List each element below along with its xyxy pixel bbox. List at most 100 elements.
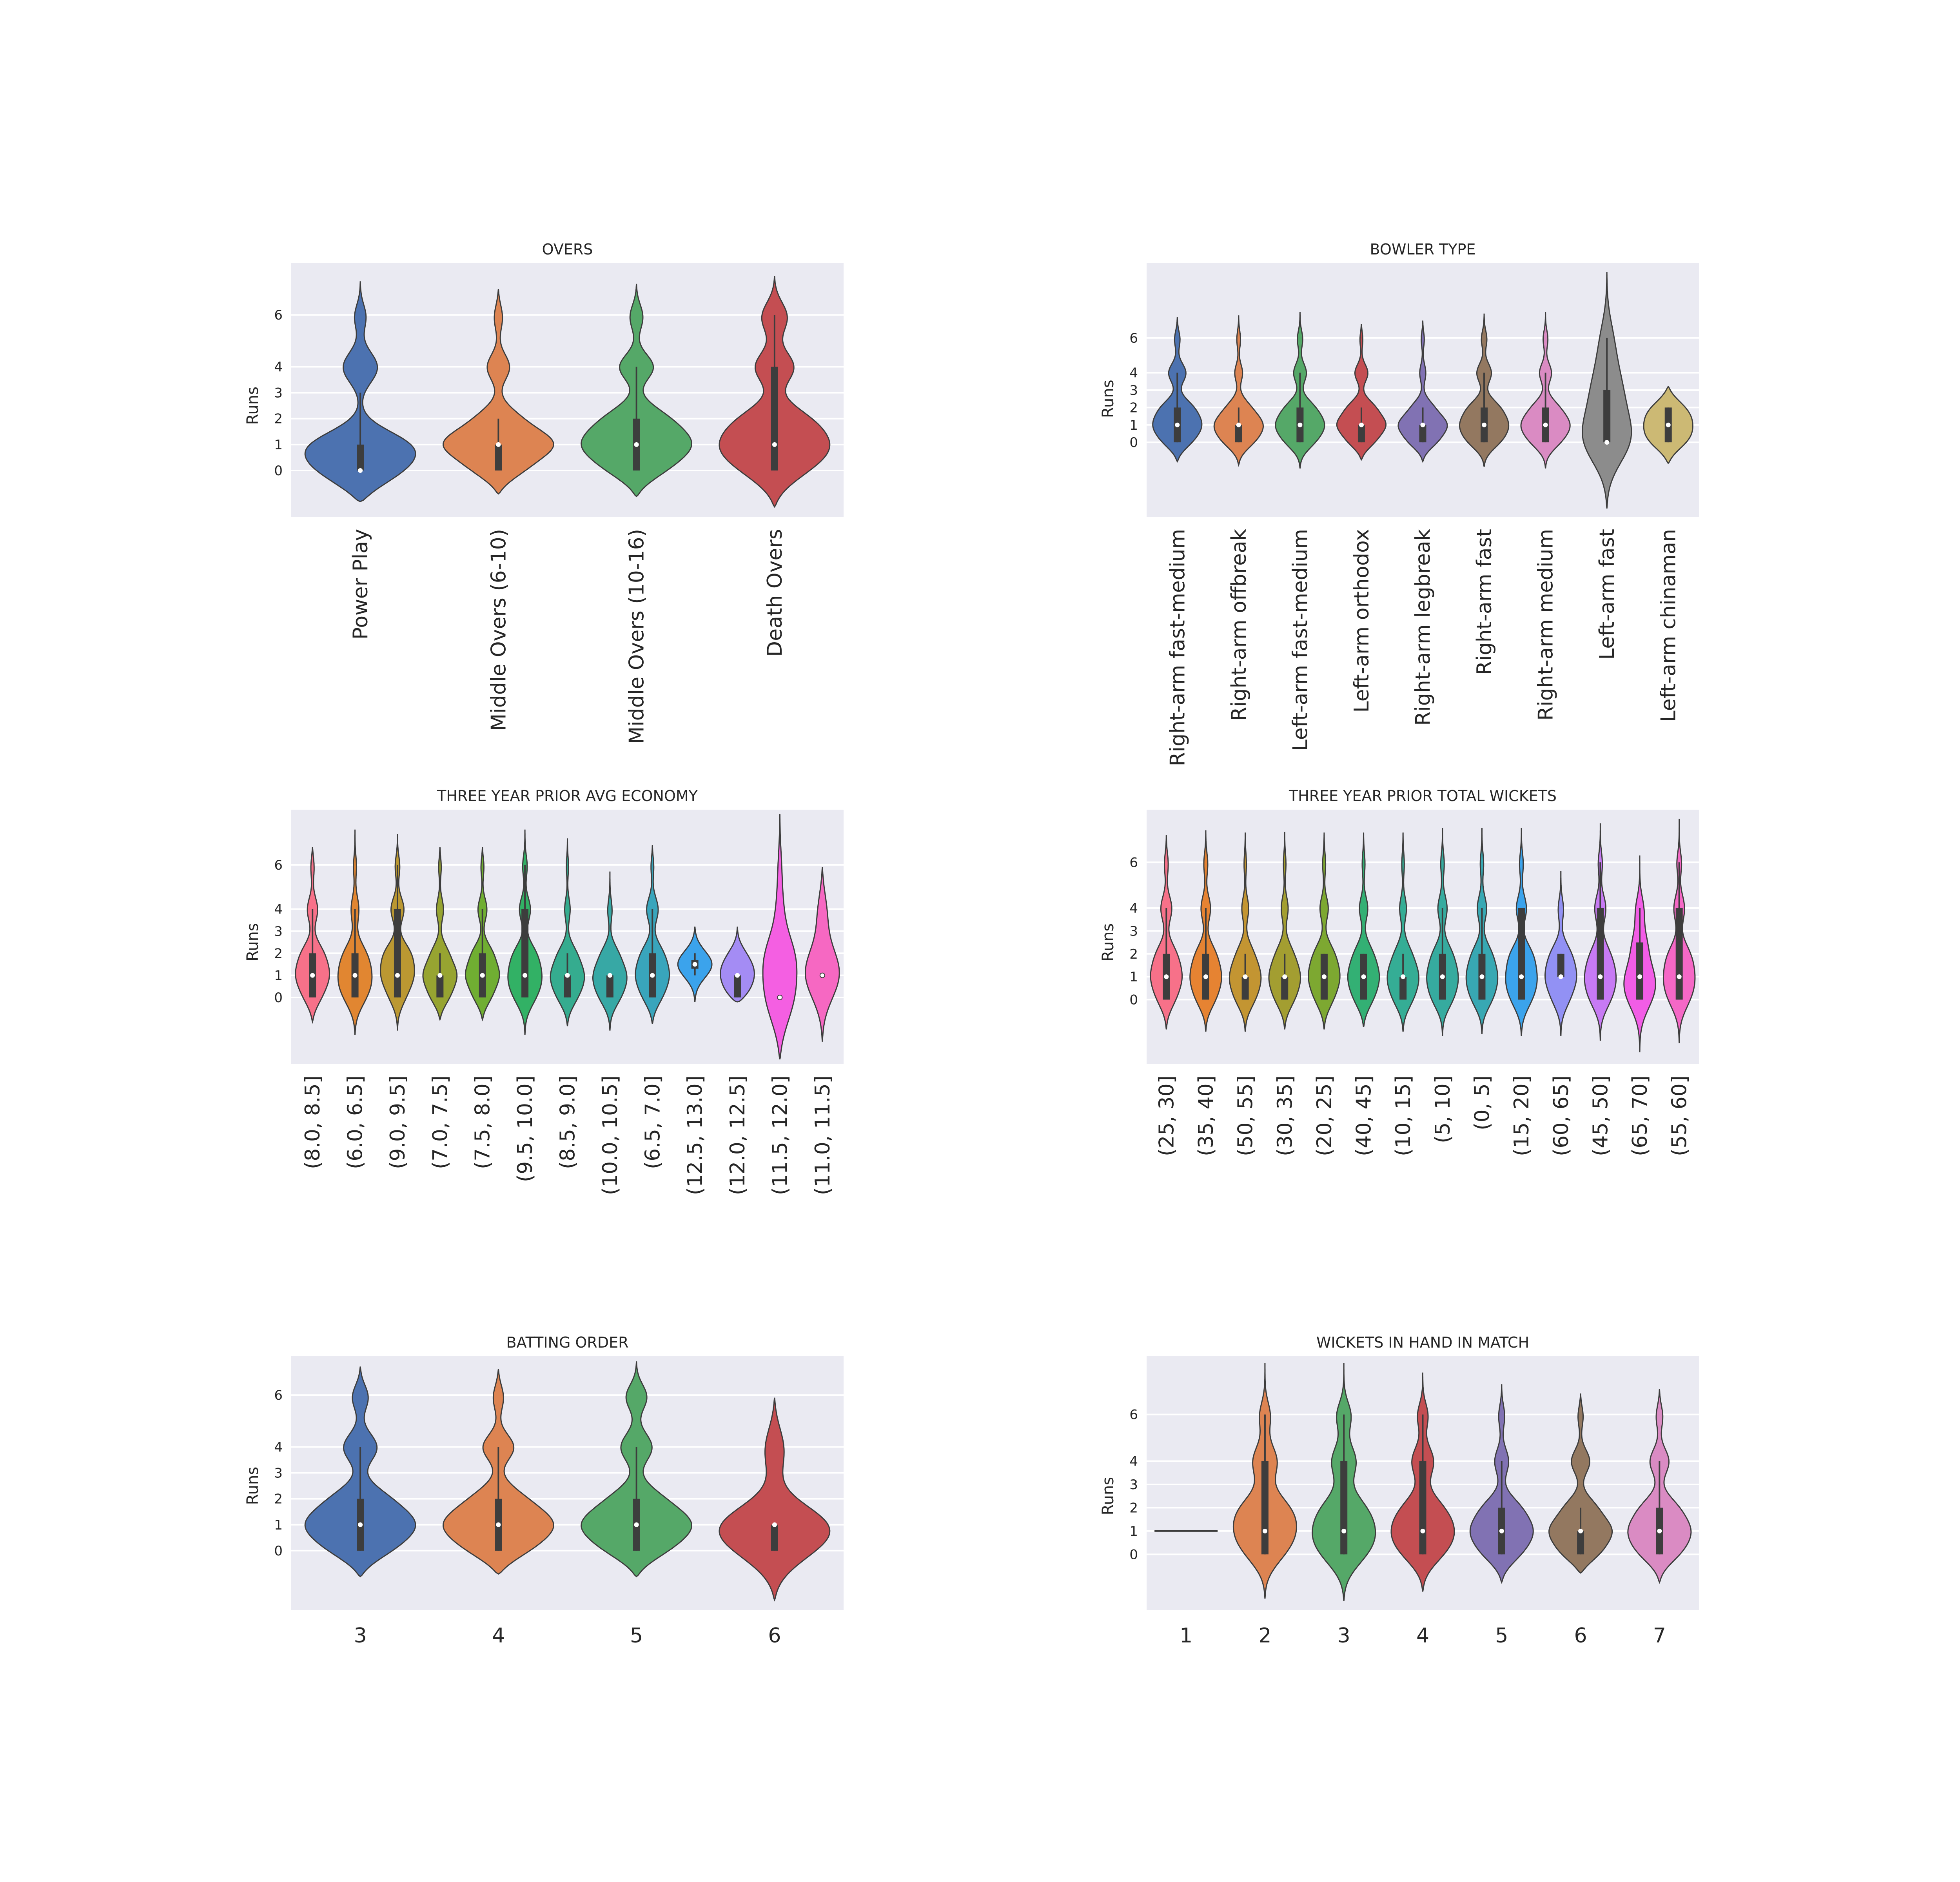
- x-tick-label: (9.0, 9.5]: [386, 1075, 410, 1169]
- y-tick-label: 6: [274, 857, 283, 873]
- x-tick-label: (0, 5]: [1470, 1075, 1494, 1130]
- violin-3: [380, 834, 415, 1031]
- violin-iqr-box: [1399, 977, 1407, 1000]
- violin-body: [592, 871, 628, 1031]
- violin-7: [1387, 832, 1419, 1032]
- chart-wickets-prior: 0 1 2 3 4 6 THREE YEAR PRIOR TOTAL WICKETS Runs…: [1099, 787, 1699, 1156]
- violin-median: [496, 442, 501, 447]
- chart-title: THREE YEAR PRIOR AVG ECONOMY: [437, 787, 698, 805]
- violin-iqr-box: [734, 975, 741, 997]
- y-tick-label: 1: [274, 968, 283, 984]
- chart-economy: 0 1 2 3 4 6 THREE YEAR PRIOR AVG ECONOMY Runs (8…: [244, 787, 844, 1195]
- x-tick-label: (12.0, 12.5]: [726, 1075, 750, 1195]
- violin-3: [1312, 1363, 1376, 1601]
- y-tick-label: 0: [1129, 1547, 1138, 1562]
- y-tick-label: 1: [1129, 1524, 1138, 1539]
- y-tick-label: 3: [1129, 1477, 1138, 1493]
- violin-9: [635, 845, 670, 1024]
- y-tick-label: 0: [1129, 992, 1138, 1008]
- y-axis-label: Runs: [1099, 380, 1117, 418]
- plot-area: [1147, 810, 1699, 1064]
- x-tick-label: 4: [492, 1624, 505, 1648]
- chart-overs: 0 1 2 3 4 6 OVERS Runs Power Play Middle Overs (6…: [244, 241, 844, 744]
- x-tick-label: 6: [1574, 1624, 1587, 1648]
- violin-median: [1482, 422, 1487, 427]
- x-tick-label: (11.5, 12.0]: [768, 1075, 792, 1195]
- y-tick-label: 2: [274, 946, 283, 961]
- violin-2: [442, 289, 554, 495]
- x-tick-label: (8.5, 9.0]: [556, 1075, 580, 1169]
- violin-median: [819, 972, 825, 978]
- violin-iqr-box: [771, 367, 778, 470]
- violin-median: [1420, 422, 1425, 427]
- violin-8: [1581, 272, 1632, 509]
- y-tick-label: 1: [1129, 969, 1138, 985]
- x-tick-label: (7.5, 8.0]: [471, 1075, 495, 1169]
- y-tick-label: 0: [274, 1543, 283, 1559]
- violin-median: [1401, 974, 1406, 979]
- x-tick-label: 1: [1180, 1624, 1192, 1648]
- violin-iqr-box: [1261, 1461, 1269, 1555]
- violin-12: [1584, 823, 1617, 1041]
- violin-body: [762, 814, 798, 1060]
- violin-iqr-box: [606, 975, 613, 997]
- y-tick-label: 0: [274, 990, 283, 1006]
- y-tick-label: 3: [274, 924, 283, 939]
- violin-2: [337, 829, 373, 1035]
- x-tick-label: 3: [354, 1624, 367, 1648]
- violin-iqr-box: [357, 444, 364, 470]
- x-tick-label: Power Play: [349, 529, 372, 639]
- violin-11: [1544, 871, 1577, 1036]
- y-tick-label: 4: [1129, 901, 1138, 916]
- violin-body: [1268, 832, 1301, 1030]
- violin-median: [1243, 974, 1248, 979]
- violin-1: [1150, 835, 1183, 1030]
- x-tick-label: (35, 40]: [1194, 1075, 1218, 1156]
- violin-iqr-box: [1636, 942, 1644, 1000]
- y-tick-label: 1: [1129, 418, 1138, 433]
- x-tick-label: Middle Overs (10-16): [625, 529, 649, 744]
- violin-iqr-box: [1419, 425, 1426, 443]
- violin-1: [1152, 317, 1203, 463]
- violin-median: [437, 973, 443, 978]
- violin-iqr-box: [564, 975, 571, 997]
- chart-batting-order: 0 1 2 3 4 6 BATTING ORDER Runs 3 4 5 6: [244, 1334, 844, 1648]
- chart-title: BOWLER TYPE: [1370, 241, 1476, 258]
- violin-median: [1499, 1528, 1504, 1533]
- violin-13: [1623, 855, 1656, 1052]
- violin-median: [1637, 974, 1642, 979]
- violin-body: [1387, 832, 1419, 1032]
- x-tick-label: (40, 45]: [1352, 1075, 1376, 1156]
- violin-13: [805, 867, 840, 1042]
- y-tick-label: 2: [274, 411, 283, 427]
- x-tick-label: (25, 30]: [1155, 1075, 1178, 1156]
- violin-body: [1213, 315, 1264, 467]
- violin-6: [507, 829, 543, 1035]
- x-tick-label: Left-arm fast: [1595, 529, 1619, 660]
- x-tick-label: (10, 15]: [1392, 1075, 1415, 1156]
- x-tick-label: Right-arm legbreak: [1412, 529, 1435, 726]
- y-tick-label: 1: [274, 437, 283, 453]
- violin-median: [777, 994, 783, 1000]
- y-tick-label: 0: [1129, 435, 1138, 451]
- x-tick-label: (10.0, 10.5]: [599, 1075, 622, 1195]
- violin-6: [1347, 832, 1380, 1027]
- x-tick-label: 2: [1258, 1624, 1271, 1648]
- violin-median: [310, 973, 315, 978]
- violin-iqr-box: [521, 909, 529, 997]
- violin-2: [1189, 830, 1222, 1032]
- chart-title: THREE YEAR PRIOR TOTAL WICKETS: [1289, 787, 1557, 805]
- violin-3: [581, 1361, 693, 1577]
- violin-body: [550, 838, 585, 1026]
- violin-5: [465, 847, 500, 1021]
- x-tick-label: 7: [1653, 1624, 1666, 1648]
- violin-11: [720, 926, 755, 1003]
- violin-body: [1548, 1393, 1613, 1574]
- x-tick-label: Middle Overs (6-10): [487, 529, 510, 731]
- x-tick-label: (15, 20]: [1510, 1075, 1534, 1156]
- x-tick-label: (9.5, 10.0]: [514, 1075, 537, 1182]
- violin-body: [1544, 871, 1577, 1036]
- x-tick-label: Left-arm chinaman: [1657, 529, 1681, 722]
- violin-median: [395, 973, 400, 978]
